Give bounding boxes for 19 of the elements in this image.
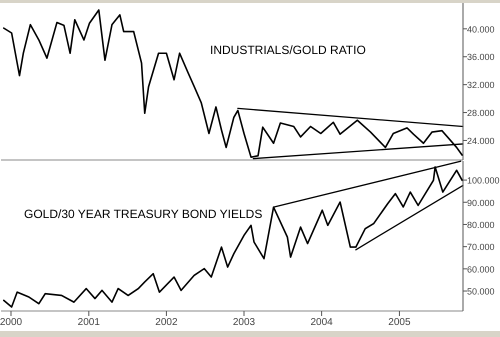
text: GOLD/30 YEAR TREASURY BOND YIELDS — [24, 207, 262, 221]
x-tick-label: 2002 — [155, 317, 178, 328]
y-tick-label: 90.000 — [467, 198, 495, 208]
y-tick-label: 60.000 — [467, 264, 495, 274]
x-tick-label: 2001 — [78, 317, 100, 328]
x-tick-label: 2004 — [310, 317, 334, 328]
x-tick-label: 2000 — [0, 317, 23, 328]
x-tick-label: 2005 — [388, 317, 411, 328]
y-tick-label: 32.000 — [467, 80, 495, 90]
y-tick-label: 50.000 — [467, 286, 495, 297]
y-tick-label: 70.000 — [467, 242, 495, 252]
y-tick-label: 80.000 — [467, 220, 495, 230]
y-tick-label: 40.000 — [467, 24, 495, 34]
y-tick-label: 36.000 — [467, 52, 495, 62]
y-tick-label: 28.000 — [467, 108, 495, 118]
text: INDUSTRIALS/GOLD RATIO — [210, 43, 366, 57]
x-tick-label: 2003 — [232, 317, 256, 328]
y-tick-label: 24.000 — [467, 136, 495, 146]
y-tick-label: 100.000 — [467, 176, 500, 186]
